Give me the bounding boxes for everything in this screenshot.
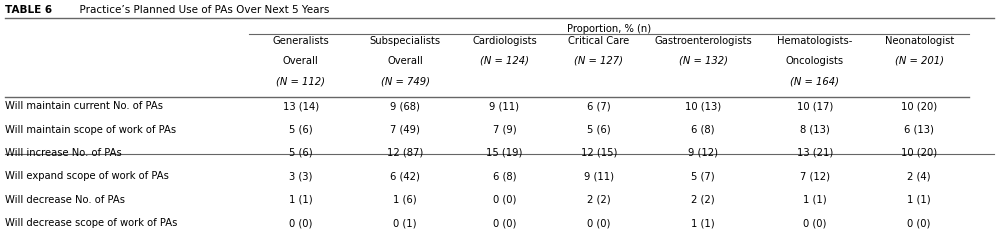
Text: Overall: Overall (283, 56, 319, 66)
Text: 10 (17): 10 (17) (797, 101, 833, 111)
Text: 2 (2): 2 (2) (587, 195, 611, 205)
Text: 9 (11): 9 (11) (489, 101, 520, 111)
Text: 5 (6): 5 (6) (587, 125, 611, 134)
Text: 10 (20): 10 (20) (901, 148, 937, 158)
Text: Proportion, % (n): Proportion, % (n) (567, 24, 650, 34)
Text: 1 (6): 1 (6) (393, 195, 417, 205)
Text: Will expand scope of work of PAs: Will expand scope of work of PAs (5, 171, 169, 181)
Text: 6 (8): 6 (8) (493, 171, 516, 181)
Text: (N = 164): (N = 164) (791, 76, 840, 86)
Text: 10 (13): 10 (13) (685, 101, 721, 111)
Text: 2 (2): 2 (2) (691, 195, 715, 205)
Text: Will maintain scope of work of PAs: Will maintain scope of work of PAs (5, 125, 176, 134)
Text: 6 (42): 6 (42) (390, 171, 420, 181)
Text: Oncologists: Oncologists (786, 56, 844, 66)
Text: Will decrease scope of work of PAs: Will decrease scope of work of PAs (5, 218, 177, 228)
Text: 7 (9): 7 (9) (493, 125, 516, 134)
Text: 0 (0): 0 (0) (493, 195, 516, 205)
Text: 8 (13): 8 (13) (800, 125, 830, 134)
Text: (N = 127): (N = 127) (575, 56, 623, 66)
Text: Will maintain current No. of PAs: Will maintain current No. of PAs (5, 101, 163, 111)
Text: 10 (20): 10 (20) (901, 101, 937, 111)
Text: 3 (3): 3 (3) (289, 171, 313, 181)
Text: 1 (1): 1 (1) (907, 195, 931, 205)
Text: 13 (14): 13 (14) (283, 101, 319, 111)
Text: 0 (0): 0 (0) (587, 218, 611, 228)
Text: 9 (68): 9 (68) (390, 101, 420, 111)
Text: 6 (13): 6 (13) (904, 125, 934, 134)
Text: 5 (6): 5 (6) (289, 148, 313, 158)
Text: (N = 132): (N = 132) (678, 56, 728, 66)
Text: 0 (1): 0 (1) (393, 218, 417, 228)
Text: 5 (7): 5 (7) (691, 171, 715, 181)
Text: Will decrease No. of PAs: Will decrease No. of PAs (5, 195, 125, 205)
Text: 9 (11): 9 (11) (584, 171, 614, 181)
Text: 9 (12): 9 (12) (688, 148, 718, 158)
Text: (N = 112): (N = 112) (276, 76, 326, 86)
Text: Generalists: Generalists (273, 36, 330, 46)
Text: (N = 124): (N = 124) (480, 56, 529, 66)
Text: 1 (1): 1 (1) (803, 195, 827, 205)
Text: 7 (12): 7 (12) (800, 171, 830, 181)
Text: Overall: Overall (387, 56, 423, 66)
Text: Subspecialists: Subspecialists (370, 36, 440, 46)
Text: Practice’s Planned Use of PAs Over Next 5 Years: Practice’s Planned Use of PAs Over Next … (73, 5, 330, 15)
Text: 1 (1): 1 (1) (289, 195, 313, 205)
Text: 0 (0): 0 (0) (907, 218, 931, 228)
Text: 6 (7): 6 (7) (587, 101, 611, 111)
Text: 15 (19): 15 (19) (486, 148, 523, 158)
Text: 12 (87): 12 (87) (387, 148, 423, 158)
Text: Critical Care: Critical Care (568, 36, 629, 46)
Text: (N = 201): (N = 201) (894, 56, 943, 66)
Text: 7 (49): 7 (49) (390, 125, 420, 134)
Text: 5 (6): 5 (6) (289, 125, 313, 134)
Text: Gastroenterologists: Gastroenterologists (654, 36, 752, 46)
Text: Will increase No. of PAs: Will increase No. of PAs (5, 148, 123, 158)
Text: Hematologists-: Hematologists- (777, 36, 853, 46)
Text: 13 (21): 13 (21) (797, 148, 833, 158)
Text: 12 (15): 12 (15) (581, 148, 617, 158)
Text: Neonatologist: Neonatologist (884, 36, 954, 46)
Text: TABLE 6: TABLE 6 (5, 5, 53, 15)
Text: 6 (8): 6 (8) (691, 125, 715, 134)
Text: 0 (0): 0 (0) (803, 218, 827, 228)
Text: 0 (0): 0 (0) (289, 218, 313, 228)
Text: 2 (4): 2 (4) (907, 171, 931, 181)
Text: (N = 749): (N = 749) (380, 76, 429, 86)
Text: 0 (0): 0 (0) (493, 218, 516, 228)
Text: Cardiologists: Cardiologists (472, 36, 537, 46)
Text: 1 (1): 1 (1) (691, 218, 715, 228)
